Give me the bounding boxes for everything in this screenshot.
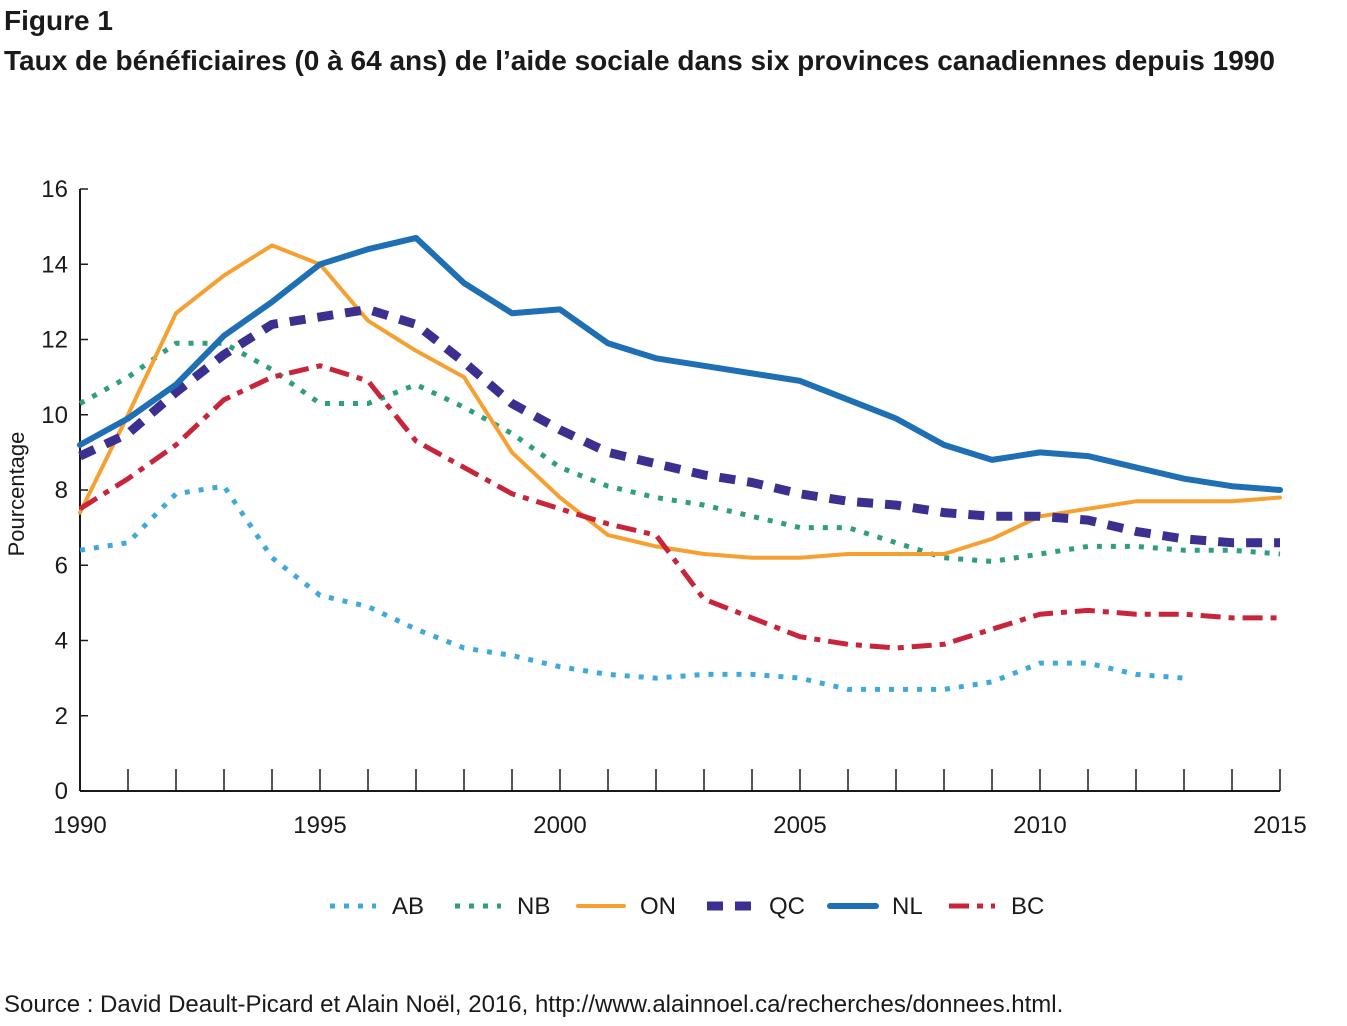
x-tick-label: 2010 bbox=[1013, 812, 1066, 839]
series-line-ab bbox=[79, 483, 1185, 692]
chart-series-layer bbox=[77, 234, 1283, 692]
y-tick-label: 0 bbox=[55, 778, 68, 805]
y-tick-label: 2 bbox=[55, 703, 68, 730]
y-tick-label: 6 bbox=[55, 552, 68, 579]
x-tick-label: 1995 bbox=[293, 812, 346, 839]
series-line-on bbox=[78, 243, 1282, 560]
series-line-nl bbox=[77, 234, 1283, 493]
x-tick-label: 2005 bbox=[773, 812, 826, 839]
y-tick-label: 14 bbox=[41, 251, 68, 278]
x-tick-label: 2015 bbox=[1253, 812, 1306, 839]
figure-label: Figure 1 bbox=[4, 5, 113, 36]
chart-title: Taux de bénéficiaires (0 à 64 ans) de l’… bbox=[4, 45, 1275, 76]
legend-label-on: ON bbox=[640, 893, 676, 920]
y-tick-label: 4 bbox=[55, 628, 68, 655]
legend-label-qc: QC bbox=[769, 893, 805, 920]
x-tick-label: 1990 bbox=[53, 812, 106, 839]
legend-label-nl: NL bbox=[892, 893, 923, 920]
y-axis-label: Pourcentage bbox=[4, 432, 29, 557]
source-note: Source : David Deault-Picard et Alain No… bbox=[4, 991, 1064, 1018]
legend-label-ab: AB bbox=[392, 893, 424, 920]
chart-axes: 0 2 4 6 8 10 12 14 16 1990 1995 2000 2005 2010 2015 bbox=[41, 176, 1306, 839]
y-tick-label: 12 bbox=[41, 327, 68, 354]
series-line-bc bbox=[78, 363, 1280, 651]
x-tick-label: 2000 bbox=[533, 812, 586, 839]
y-tick-label: 10 bbox=[41, 402, 68, 429]
y-tick-label: 16 bbox=[41, 176, 68, 203]
series-line-nb bbox=[78, 340, 1281, 564]
legend-label-bc: BC bbox=[1011, 893, 1044, 920]
series-line-qc bbox=[78, 304, 1280, 548]
y-tick-label: 8 bbox=[55, 477, 68, 504]
legend-label-nb: NB bbox=[517, 893, 550, 920]
chart-legend: AB NB ON QC NL BC bbox=[330, 893, 1044, 920]
